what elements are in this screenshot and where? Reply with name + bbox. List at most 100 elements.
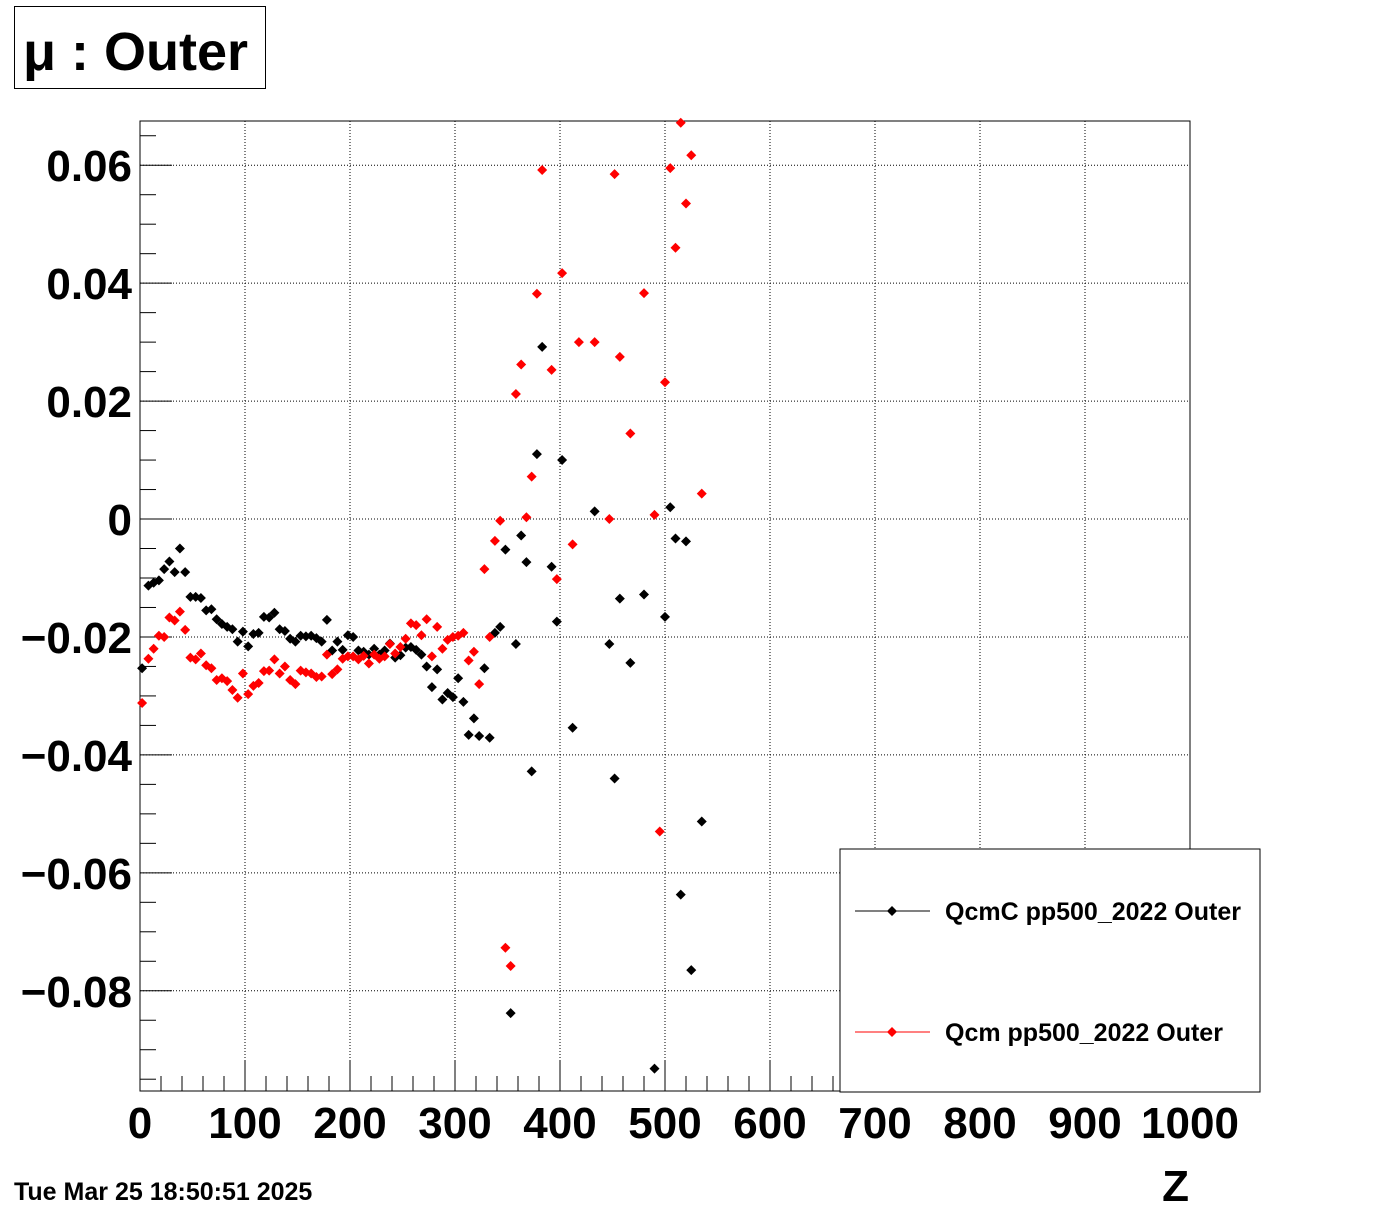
data-point xyxy=(342,651,353,662)
legend-marker-0 xyxy=(887,906,897,916)
x-axis-title: Z xyxy=(1162,1162,1189,1211)
data-point xyxy=(489,535,500,546)
data-point xyxy=(665,163,676,174)
data-point xyxy=(426,682,437,693)
data-point xyxy=(227,624,238,635)
data-point xyxy=(495,515,506,526)
data-points xyxy=(137,117,707,1074)
data-point xyxy=(526,471,537,482)
data-point xyxy=(609,169,620,180)
data-point xyxy=(411,620,422,631)
data-point xyxy=(316,636,327,647)
data-point xyxy=(190,654,201,665)
data-point xyxy=(531,449,542,460)
data-point xyxy=(253,677,264,688)
data-point xyxy=(479,564,490,575)
data-point xyxy=(369,643,380,654)
data-point xyxy=(237,626,248,637)
data-point xyxy=(463,655,474,666)
data-point xyxy=(416,649,427,660)
data-point xyxy=(639,288,649,299)
data-point xyxy=(137,698,148,708)
data-point xyxy=(649,1063,660,1074)
data-point xyxy=(332,636,343,647)
data-point xyxy=(395,641,406,652)
data-point xyxy=(180,567,191,578)
data-point xyxy=(159,564,170,575)
data-point xyxy=(510,389,521,400)
data-point xyxy=(390,648,401,659)
data-point xyxy=(531,288,542,299)
data-point xyxy=(484,631,495,642)
data-point xyxy=(573,337,584,348)
data-point xyxy=(332,664,343,675)
data-point xyxy=(458,696,469,707)
data-point xyxy=(526,766,537,777)
data-point xyxy=(696,816,707,827)
data-point xyxy=(516,359,527,370)
data-point xyxy=(437,694,448,705)
x-tick-label: 800 xyxy=(943,1099,1016,1148)
data-point xyxy=(625,428,636,439)
data-point xyxy=(665,502,676,513)
data-point xyxy=(269,654,280,665)
data-point xyxy=(358,650,369,661)
data-point xyxy=(143,653,154,664)
data-point xyxy=(675,889,686,900)
legend-label-0: QcmC pp500_2022 Outer xyxy=(945,898,1241,926)
data-point xyxy=(232,636,243,647)
data-point xyxy=(557,455,568,466)
data-point xyxy=(384,639,395,650)
data-point xyxy=(426,651,437,662)
data-point xyxy=(474,731,485,742)
data-point xyxy=(169,615,180,626)
data-point xyxy=(363,658,374,669)
data-point xyxy=(681,536,691,547)
data-point xyxy=(269,607,280,618)
grid xyxy=(140,121,1190,1091)
data-point xyxy=(153,575,164,586)
x-tick-label: 0 xyxy=(128,1099,152,1148)
data-point xyxy=(495,621,506,632)
y-tick-label: 0 xyxy=(108,496,132,545)
data-point xyxy=(400,633,411,644)
data-point xyxy=(274,668,285,679)
data-point xyxy=(348,631,359,642)
data-point xyxy=(290,679,301,690)
x-tick-label: 700 xyxy=(838,1099,911,1148)
chart-title: μ : Outer xyxy=(23,22,249,82)
data-point xyxy=(551,574,562,585)
data-point xyxy=(474,679,485,690)
data-point xyxy=(567,539,578,550)
data-point xyxy=(505,960,516,971)
data-point xyxy=(222,676,233,687)
data-point xyxy=(164,556,175,567)
data-point xyxy=(321,614,332,625)
legend: QcmC pp500_2022 Outer Qcm pp500_2022 Oute… xyxy=(839,848,1261,1093)
x-tick-label: 200 xyxy=(313,1099,386,1148)
data-point xyxy=(206,604,217,615)
data-point xyxy=(609,773,620,784)
data-point xyxy=(500,942,511,953)
x-tick-label: 100 xyxy=(208,1099,281,1148)
data-point xyxy=(589,337,600,348)
y-tick-label: −0.02 xyxy=(21,614,132,663)
x-tick-label: 600 xyxy=(733,1099,806,1148)
data-point xyxy=(253,627,264,638)
data-point xyxy=(696,488,707,499)
data-point xyxy=(625,657,636,668)
data-point xyxy=(639,589,649,600)
data-point xyxy=(500,544,511,555)
data-point xyxy=(686,965,697,976)
data-point xyxy=(614,351,625,362)
data-point xyxy=(675,117,686,128)
series-0 xyxy=(137,341,707,1074)
y-tick-label: −0.04 xyxy=(21,732,133,781)
data-point xyxy=(589,506,600,517)
y-tick-label: 0.04 xyxy=(46,260,132,309)
legend-marker-1 xyxy=(887,1027,897,1037)
data-point xyxy=(180,624,191,635)
axes: 0 100 200 300 400 500 600 700 800 900 1000 −0.08 −0.… xyxy=(21,120,1239,1211)
data-point xyxy=(174,606,185,617)
